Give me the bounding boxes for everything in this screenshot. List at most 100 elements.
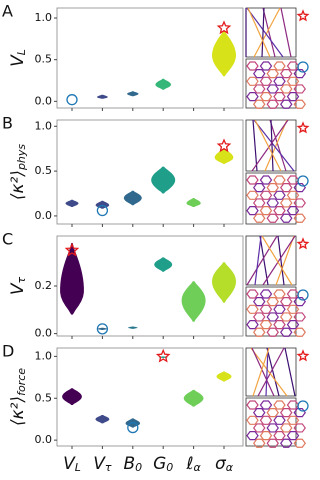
hex (259, 61, 273, 71)
hex (273, 206, 286, 216)
edge (251, 347, 275, 397)
hex (253, 438, 266, 448)
hex (286, 206, 300, 216)
hex (280, 423, 293, 433)
hex (253, 84, 266, 94)
thumb-circle (297, 400, 309, 412)
hex (280, 438, 293, 448)
hex (246, 431, 259, 441)
label-sub: 0 (166, 461, 173, 474)
hex (259, 415, 273, 425)
edge (264, 119, 288, 172)
edge (253, 119, 295, 172)
edge (270, 119, 274, 172)
axes-frame (56, 119, 244, 225)
hex (286, 190, 300, 200)
edge (275, 235, 295, 286)
y-tick-label: 0.0 (35, 433, 53, 446)
hex (266, 198, 279, 208)
thumb-circle (297, 175, 309, 187)
hex (280, 198, 293, 208)
label-base: B (123, 454, 135, 474)
edge (246, 235, 278, 286)
hex (293, 213, 306, 223)
hex (246, 415, 259, 425)
label-sub: 0 (135, 461, 142, 474)
label-sub: phys (15, 144, 28, 171)
y-tick-label: 1.0 (35, 119, 53, 132)
y-tick-label: 0.0 (35, 209, 53, 222)
label-sub: L (15, 49, 28, 55)
label-sub: α (226, 461, 234, 474)
hex (246, 320, 259, 330)
panel-label: C (2, 230, 13, 249)
violin (128, 326, 138, 329)
edge (247, 7, 271, 58)
hex (293, 198, 306, 208)
panel-label: A (2, 2, 13, 21)
hex (259, 92, 273, 102)
star-marker (64, 242, 80, 257)
violin (123, 190, 142, 206)
edge (269, 119, 287, 172)
thumb-star (296, 121, 310, 134)
y-tick-label: 0.5 (35, 164, 53, 177)
thumbnail (245, 119, 297, 172)
thumb-star (296, 237, 310, 250)
star-marker (216, 20, 232, 35)
label: ℓα (185, 454, 201, 474)
hex (253, 423, 266, 433)
violin (97, 327, 108, 330)
violin (60, 243, 84, 315)
label: B0 (123, 454, 142, 474)
thumbnail (245, 7, 297, 58)
label: G0 (153, 454, 173, 474)
thumbnail (245, 235, 297, 286)
hex (266, 297, 279, 307)
label: σα (215, 454, 234, 474)
hex (273, 304, 286, 314)
hex (286, 61, 300, 71)
edge (262, 7, 276, 58)
label-base: V (63, 454, 76, 474)
hex (286, 76, 300, 86)
hex (259, 431, 273, 441)
circle-marker (96, 323, 109, 335)
hex (253, 327, 266, 337)
hex (246, 61, 259, 71)
hex (259, 175, 273, 185)
label: ⟨κ²⟩phys (8, 144, 28, 201)
hex (293, 69, 306, 79)
edge (261, 235, 293, 286)
circle-marker (127, 421, 139, 434)
thumbnail (245, 58, 306, 109)
hex (280, 297, 293, 307)
hex (253, 69, 266, 79)
thumbnail (245, 347, 297, 397)
hex (259, 400, 273, 410)
hex (273, 320, 286, 330)
label: Vτ (8, 276, 28, 295)
hex (286, 289, 300, 299)
star-marker (155, 348, 171, 363)
hex (273, 61, 286, 71)
hex (266, 69, 279, 79)
thumbnail (245, 397, 306, 448)
hex (253, 183, 266, 193)
edge (261, 7, 265, 58)
edge (250, 347, 288, 397)
label-base: V (8, 282, 28, 295)
violin (95, 415, 110, 424)
axes-frame (56, 7, 244, 109)
hex (286, 400, 300, 410)
hex (293, 312, 306, 322)
violin (214, 148, 234, 164)
hex (273, 415, 286, 425)
label-base: σ (215, 454, 227, 474)
hex (286, 92, 300, 102)
hex (280, 69, 293, 79)
violin (186, 198, 201, 207)
violin (62, 388, 82, 405)
hex (293, 423, 306, 433)
